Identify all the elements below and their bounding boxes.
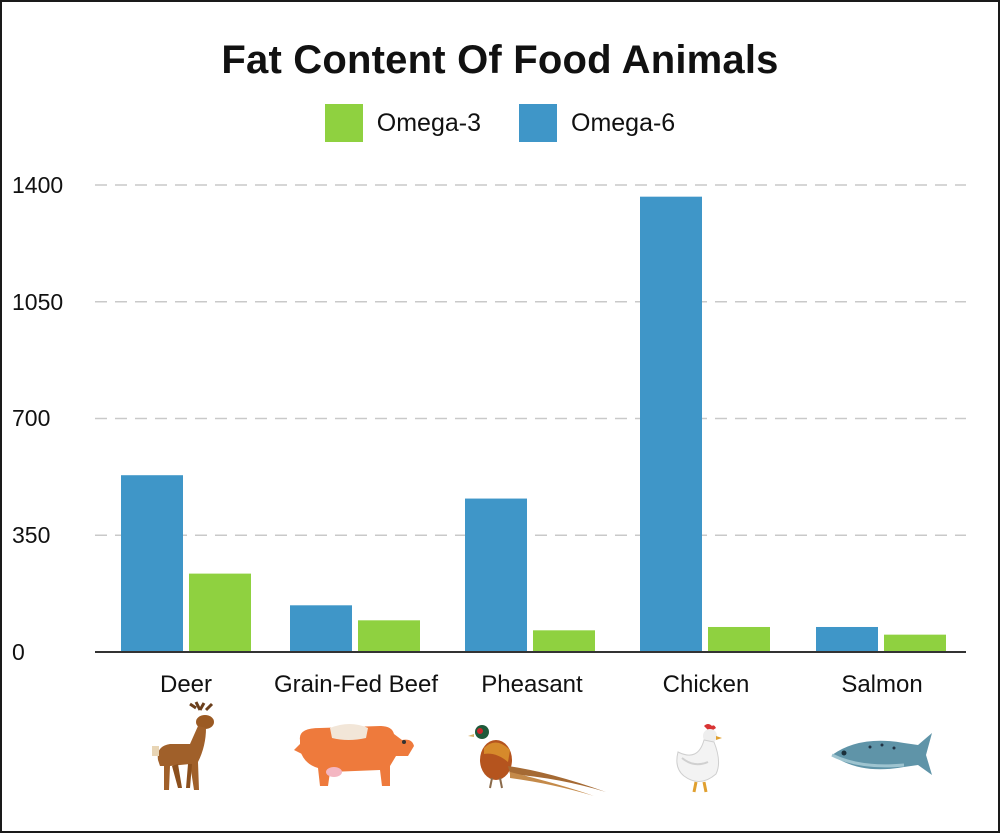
legend-item-omega-3: Omega-3: [324, 104, 481, 142]
pheasant-icon: [468, 725, 606, 796]
gridlines: [95, 184, 966, 536]
legend-swatch-omega-6: [519, 104, 557, 142]
y-tick-label: 0: [12, 639, 25, 665]
y-tick-label: 350: [12, 522, 50, 548]
y-tick-label: 700: [12, 405, 50, 431]
chart-title: Fat Content Of Food Animals: [221, 38, 779, 82]
legend-item-omega-6: Omega-6: [519, 104, 675, 142]
bar-omega-3: [189, 573, 251, 652]
x-tick-label: Deer: [160, 671, 212, 698]
x-tick-label: Salmon: [841, 671, 922, 698]
bar-omega-6: [290, 605, 352, 652]
y-tick-label: 1050: [12, 289, 63, 315]
chicken-icon: [676, 724, 722, 793]
legend-label-omega-3: Omega-3: [376, 108, 481, 137]
bar-omega-6: [121, 475, 183, 652]
bar-omega-6: [640, 196, 702, 653]
x-axis-labels: Deer Grain-Fed Beef Pheasant Chicken Sal…: [160, 671, 923, 698]
salmon-icon: [831, 733, 932, 775]
bars: [121, 196, 946, 653]
x-tick-label: Chicken: [663, 671, 750, 698]
bar-omega-6: [465, 498, 527, 652]
x-tick-label: Grain-Fed Beef: [274, 671, 438, 698]
bar-omega-6: [816, 626, 878, 652]
bar-omega-3: [358, 620, 420, 652]
legend-label-omega-6: Omega-6: [571, 108, 676, 137]
bar-omega-3: [533, 630, 595, 652]
cow-icon: [294, 724, 414, 786]
legend-swatch-omega-3: [324, 104, 363, 142]
y-axis: 1400 1050 700 350 0: [12, 172, 63, 665]
deer-icon: [152, 701, 214, 790]
x-tick-label: Pheasant: [481, 671, 583, 698]
bar-omega-3: [708, 626, 770, 652]
y-tick-label: 1400: [12, 172, 63, 198]
legend: Omega-3 Omega-6: [0, 104, 1000, 142]
bar-omega-3: [884, 634, 946, 652]
